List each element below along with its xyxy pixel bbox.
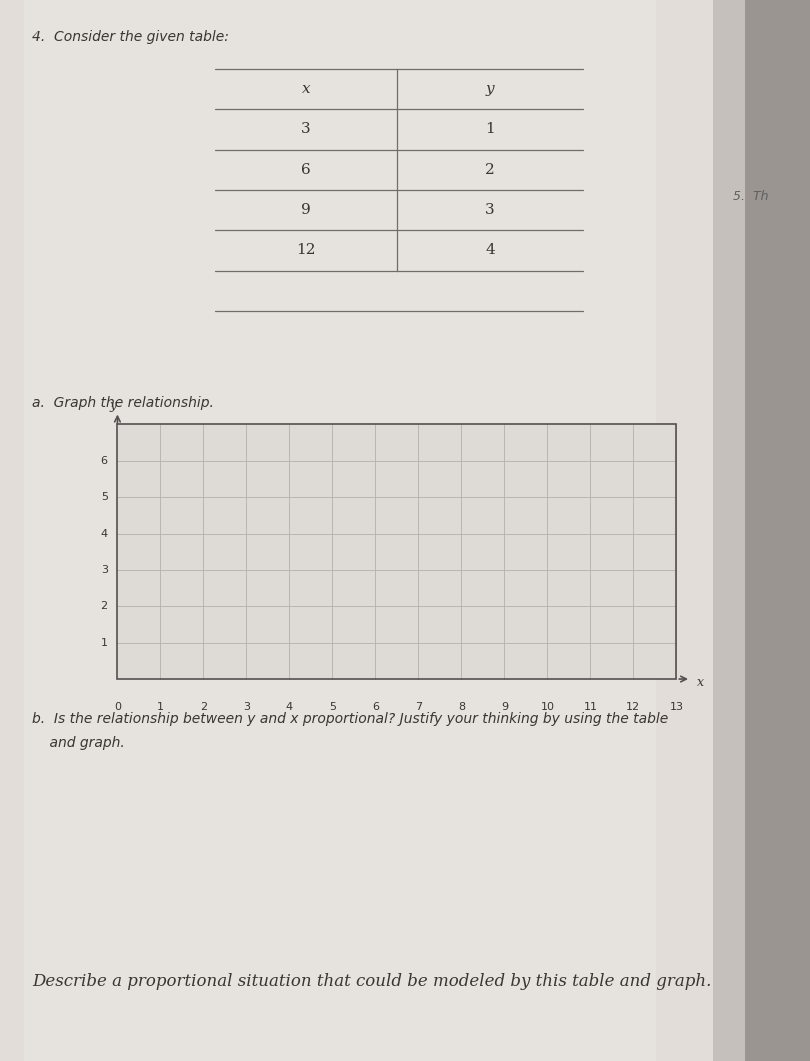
Text: 9: 9 bbox=[301, 203, 311, 218]
Text: a.  Graph the relationship.: a. Graph the relationship. bbox=[32, 396, 215, 411]
Text: b.  Is the relationship between y and x proportional? Justify your thinking by u: b. Is the relationship between y and x p… bbox=[32, 712, 668, 727]
Text: 5.  Th: 5. Th bbox=[733, 190, 769, 203]
Text: 7: 7 bbox=[415, 702, 422, 712]
Bar bbox=[117, 424, 676, 679]
Bar bbox=[0, 0, 713, 1061]
Text: 3: 3 bbox=[301, 122, 310, 137]
Text: 2: 2 bbox=[100, 602, 108, 611]
Text: y: y bbox=[486, 82, 494, 97]
Text: 6: 6 bbox=[100, 456, 108, 466]
Text: 10: 10 bbox=[540, 702, 554, 712]
Text: 4: 4 bbox=[286, 702, 293, 712]
Text: 13: 13 bbox=[669, 702, 684, 712]
Text: 12: 12 bbox=[296, 243, 316, 258]
Text: 8: 8 bbox=[458, 702, 465, 712]
Text: 6: 6 bbox=[372, 702, 379, 712]
Text: 0: 0 bbox=[114, 702, 121, 712]
Text: 1: 1 bbox=[157, 702, 164, 712]
Text: 4: 4 bbox=[100, 528, 108, 539]
Bar bbox=[713, 0, 810, 1061]
Text: 6: 6 bbox=[301, 162, 311, 177]
Text: 11: 11 bbox=[583, 702, 597, 712]
Text: x: x bbox=[301, 82, 310, 97]
Text: 3: 3 bbox=[100, 564, 108, 575]
Text: 2: 2 bbox=[200, 702, 207, 712]
Text: Describe a proportional situation that could be modeled by this table and graph.: Describe a proportional situation that c… bbox=[32, 973, 712, 990]
Text: 3: 3 bbox=[485, 203, 495, 218]
Text: 12: 12 bbox=[626, 702, 641, 712]
Bar bbox=[713, 0, 745, 1061]
Text: 1: 1 bbox=[100, 638, 108, 647]
Bar bbox=[24, 0, 656, 1061]
Text: and graph.: and graph. bbox=[32, 735, 126, 750]
Text: 3: 3 bbox=[243, 702, 250, 712]
Text: x: x bbox=[697, 676, 704, 689]
Text: 2: 2 bbox=[485, 162, 495, 177]
Text: 5: 5 bbox=[100, 492, 108, 502]
Text: 4: 4 bbox=[485, 243, 495, 258]
Text: 5: 5 bbox=[329, 702, 336, 712]
Text: y: y bbox=[110, 399, 117, 412]
Bar bbox=[117, 424, 676, 679]
Text: 9: 9 bbox=[501, 702, 508, 712]
Text: 4.  Consider the given table:: 4. Consider the given table: bbox=[32, 30, 229, 45]
Text: 1: 1 bbox=[485, 122, 495, 137]
